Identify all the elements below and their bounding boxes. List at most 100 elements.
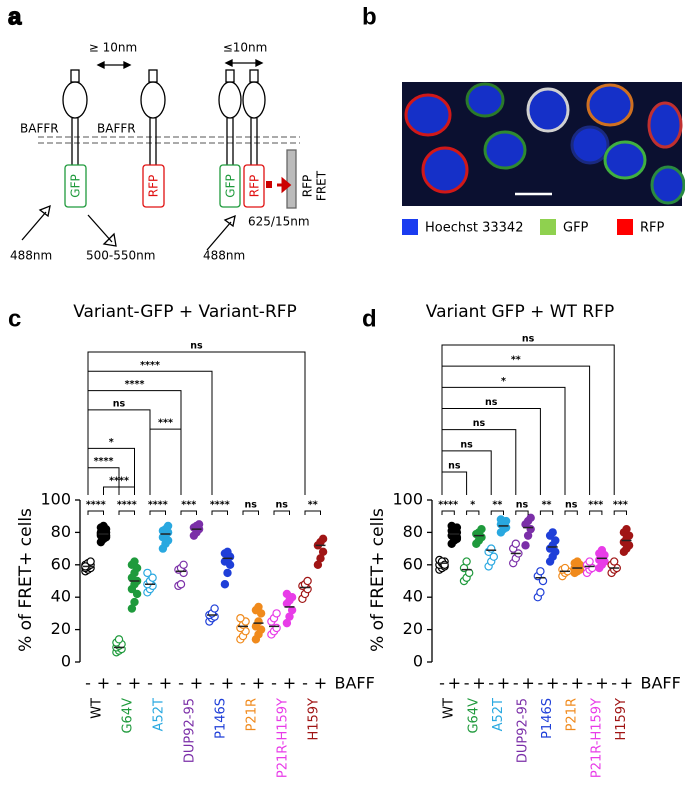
data-point [99,534,108,544]
significance-bracket [273,510,290,515]
condition-label: - [302,674,308,693]
significance-label: ns [485,397,498,408]
condition-label: - [439,674,445,693]
distance-arrow [224,58,264,68]
significance-label: *** [588,500,603,511]
condition-label: - [611,674,617,693]
excitation-arrow [21,204,51,241]
data-point [254,617,263,626]
y-tick-label: 40 [403,587,423,606]
condition-label: - [271,674,277,693]
wavelength: 488nm [10,249,52,263]
data-point [236,614,245,623]
y-axis-label: % of FRET+ cells [368,508,388,652]
data-point [176,580,186,589]
emission [266,181,272,188]
significance-bracket [149,428,182,495]
receptor-label: BAFFR [20,122,59,136]
significance-label: **** [210,500,230,511]
significance-bracket [564,510,578,515]
data-point [114,635,124,644]
significance-label: ns [565,500,578,511]
significance-bracket [304,510,321,515]
significance-bracket [441,510,455,515]
y-tick-label: 60 [51,554,71,573]
significance-label: ** [308,500,318,511]
condition-label: - [116,674,122,693]
panel-label: c [8,305,21,332]
significance-label: **** [94,456,114,467]
y-tick-label: 80 [51,522,71,541]
significance-label: ns [522,334,535,345]
data-point [220,580,230,589]
significance-label: * [109,437,114,448]
significance-label: **** [140,360,160,371]
x-axis-label: BAFF [641,674,681,693]
excitation-arrow [206,214,236,251]
data-point [179,560,188,570]
condition-label: - [209,674,215,693]
condition-label: + [571,674,584,693]
distance: ≥ 10nm [89,41,137,55]
condition-label: + [546,674,559,693]
significance-bracket [466,510,480,515]
distance: ≤10nm [223,41,268,55]
category-label: H159Y [306,698,321,741]
data-point [148,573,157,582]
wavelength: 488nm [203,249,245,263]
condition-label: + [97,674,110,693]
significance-bracket [211,510,228,515]
condition-label: + [448,674,461,693]
data-point [610,557,619,566]
category-label: P146S [213,698,228,739]
significance-label: **** [86,500,106,511]
panel-a-text: ≥ 10nm ≤10nm BAFFR BAFFR GFP RFP GFP RFP… [10,41,329,263]
category-label: DUP92-95 [515,698,530,763]
category-label: A52T [491,698,506,731]
category-label: G64V [120,698,135,734]
detection: FRET [315,170,329,201]
data-point [282,589,292,599]
x-axis-label: BAFF [335,674,375,693]
legend-swatch [540,219,556,235]
data-point [194,520,204,529]
significance-bracket [613,510,627,515]
data-point [303,576,312,586]
category-label: WT [442,698,457,719]
condition-label: - [85,674,91,693]
emission-arrow [277,176,292,194]
category-label: P21R-H159Y [275,698,290,778]
significance-label: ** [542,500,552,511]
significance-label: **** [148,500,168,511]
significance-label: ns [276,500,289,511]
data-point [496,515,506,524]
significance-label: **** [125,379,145,390]
condition-label: - [587,674,593,693]
panel-label: a [8,3,22,30]
panel-a: a [7,3,300,251]
detection: RFP [301,175,315,197]
condition-label: - [538,674,544,693]
data-point [536,588,545,597]
wavelength: 500-550nm [86,249,155,263]
significance-label: ns [190,341,203,352]
y-tick-label: 20 [51,619,71,638]
panel-b: b [362,3,685,206]
data-point [130,557,139,566]
data-point [536,567,545,576]
y-tick-label: 100 [392,490,423,509]
condition-label: + [128,674,141,693]
condition-label: + [190,674,203,693]
data-point [447,521,456,531]
condition-label: + [521,674,534,693]
distance-arrow [96,60,132,70]
data-point [223,568,232,578]
category-label: H159Y [614,698,629,741]
data-point [223,547,232,557]
condition-label: - [178,674,184,693]
category-label: P21R [244,698,259,731]
fluorophore: RFP [147,175,161,197]
condition-label: - [240,674,246,693]
condition-label: - [464,674,470,693]
